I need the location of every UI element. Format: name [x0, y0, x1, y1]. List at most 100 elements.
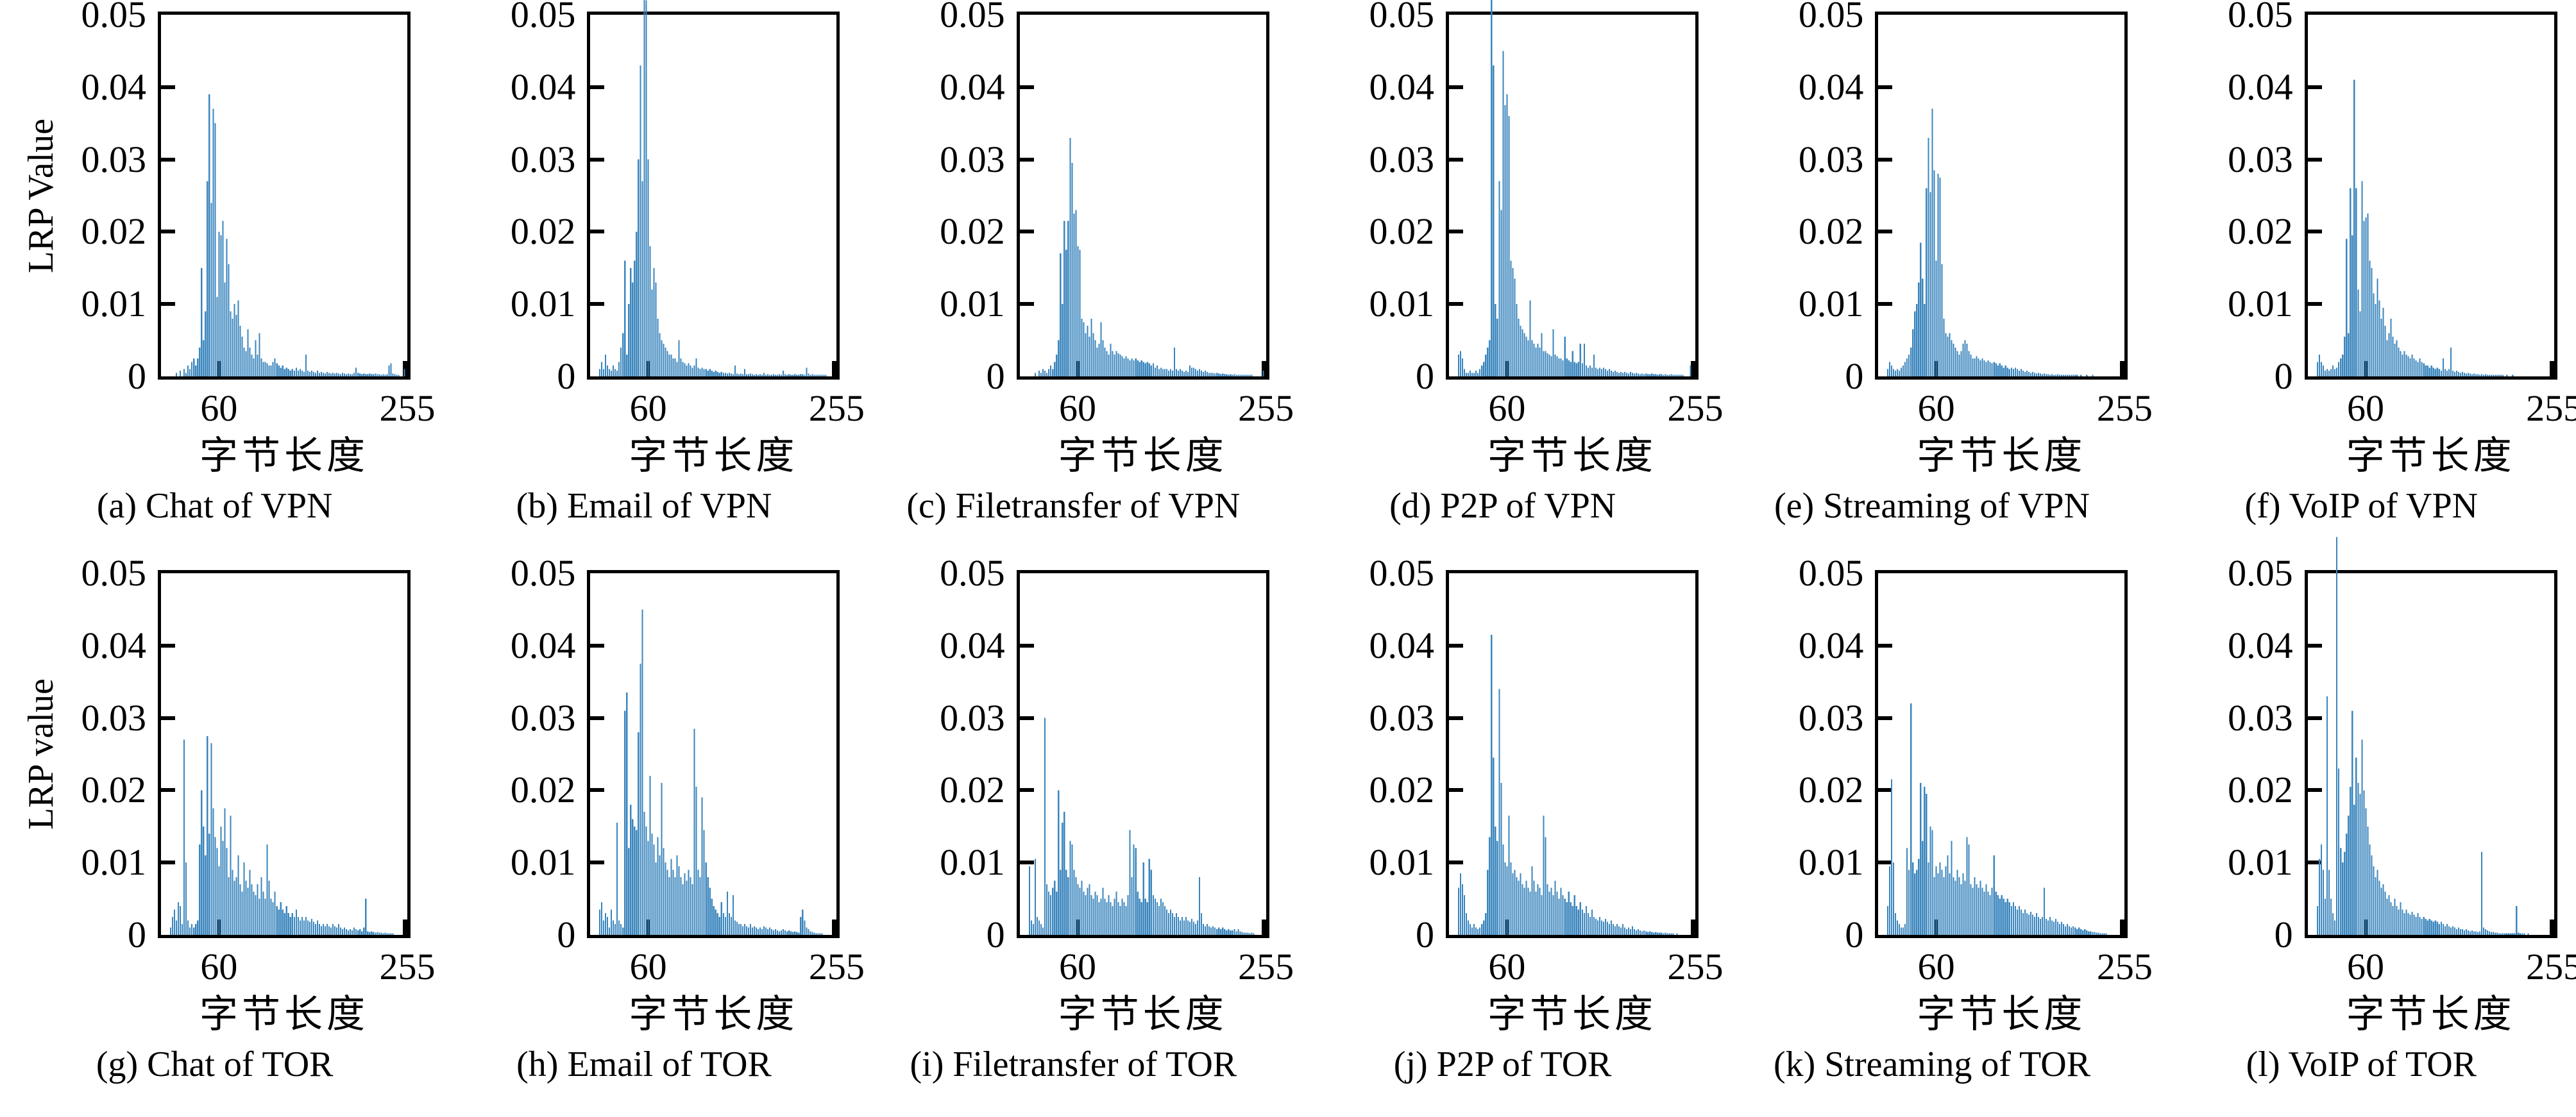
bar: [357, 373, 359, 376]
y-tick-mark: [590, 643, 605, 648]
y-tick-label: 0.04: [2228, 624, 2293, 666]
bar: [218, 866, 220, 935]
bar: [1632, 373, 1634, 376]
y-tick-label: 0.04: [1798, 624, 1864, 666]
bar: [266, 363, 268, 376]
bar: [2459, 373, 2461, 376]
bar: [1964, 880, 1966, 935]
bar: [1493, 757, 1495, 935]
bar: [790, 931, 792, 935]
bar: [2099, 933, 2101, 935]
bar: [2366, 826, 2369, 935]
bar: [2415, 916, 2417, 935]
bar: [359, 928, 361, 935]
bar: [2467, 930, 2469, 935]
bar: [1914, 873, 1916, 935]
bar: [1600, 920, 1602, 935]
bar: [614, 369, 616, 376]
bar: [2022, 913, 2024, 935]
bar: [2370, 855, 2373, 935]
bar: [815, 374, 817, 376]
bar: [1094, 340, 1096, 376]
bar: [1030, 920, 1032, 935]
bar: [1514, 278, 1516, 376]
bar: [691, 367, 694, 376]
bar: [1924, 304, 1926, 376]
bar: [1200, 913, 1202, 935]
bar: [377, 374, 378, 376]
x-tick-mark: [1690, 361, 1695, 376]
x-tick-mark: [2120, 361, 2125, 376]
bar: [2461, 372, 2463, 376]
bar: [1129, 830, 1131, 935]
bar: [2049, 916, 2051, 935]
bar: [367, 931, 369, 935]
bar: [235, 877, 237, 935]
bar: [176, 373, 178, 376]
bar: [1527, 340, 1529, 376]
bar: [1200, 370, 1202, 376]
bar: [1993, 362, 1996, 376]
bar: [1135, 848, 1137, 935]
bar: [1922, 841, 1924, 935]
bar: [659, 333, 661, 376]
bar: [1910, 347, 1912, 376]
bar: [1177, 916, 1179, 935]
bar: [2496, 374, 2498, 376]
bar: [1106, 351, 1108, 376]
bar: [1110, 344, 1112, 376]
bar: [1682, 374, 1684, 376]
bar: [713, 905, 715, 935]
bar: [1904, 924, 1906, 935]
bar: [2024, 372, 2026, 376]
bar: [2419, 916, 2421, 935]
bar: [1585, 365, 1587, 376]
bar: [2013, 369, 2015, 376]
bar: [353, 373, 355, 376]
bar: [1626, 373, 1628, 376]
bar: [2061, 374, 2063, 376]
bar: [2086, 930, 2088, 935]
bar: [380, 374, 382, 376]
bar: [1227, 928, 1229, 935]
bar: [299, 369, 301, 376]
bar: [2322, 869, 2324, 935]
bar: [1935, 260, 1937, 376]
bar: [769, 927, 771, 935]
bar: [2434, 369, 2436, 376]
bar: [2316, 905, 2318, 935]
bar: [1645, 931, 1647, 935]
bar: [1593, 355, 1595, 376]
bar: [309, 921, 310, 935]
bar: [1518, 880, 1520, 935]
bar: [1951, 340, 1953, 376]
bar: [1061, 304, 1063, 376]
bar: [1518, 318, 1520, 376]
bar: [2370, 267, 2373, 376]
bar: [237, 855, 239, 935]
bar: [228, 264, 230, 376]
bar: [2394, 898, 2396, 935]
bar: [357, 930, 359, 935]
bar: [1144, 898, 1146, 935]
subplot-l: (l) VoIP of TOR 0.05 0.04 0.03 0.02 0.01 0 60 2…: [2147, 537, 2576, 1117]
y-tick-label: 0.04: [1369, 624, 1434, 666]
y-tick-label: 0.05: [1369, 552, 1434, 594]
bar: [628, 848, 630, 935]
bar: [1156, 365, 1158, 376]
bar: [2430, 920, 2432, 935]
bar: [1498, 689, 1500, 935]
bar: [1665, 374, 1666, 376]
bar: [736, 373, 738, 376]
x-tick-mark: [403, 361, 407, 376]
bar: [779, 931, 781, 935]
bar: [365, 898, 367, 935]
bar: [2484, 928, 2486, 935]
bar: [1622, 373, 1624, 376]
bar: [1196, 920, 1198, 935]
bar: [270, 898, 272, 935]
bar: [386, 933, 388, 935]
y-tick-mark: [1878, 716, 1893, 720]
bar: [2005, 902, 2007, 935]
bar: [2432, 367, 2434, 376]
